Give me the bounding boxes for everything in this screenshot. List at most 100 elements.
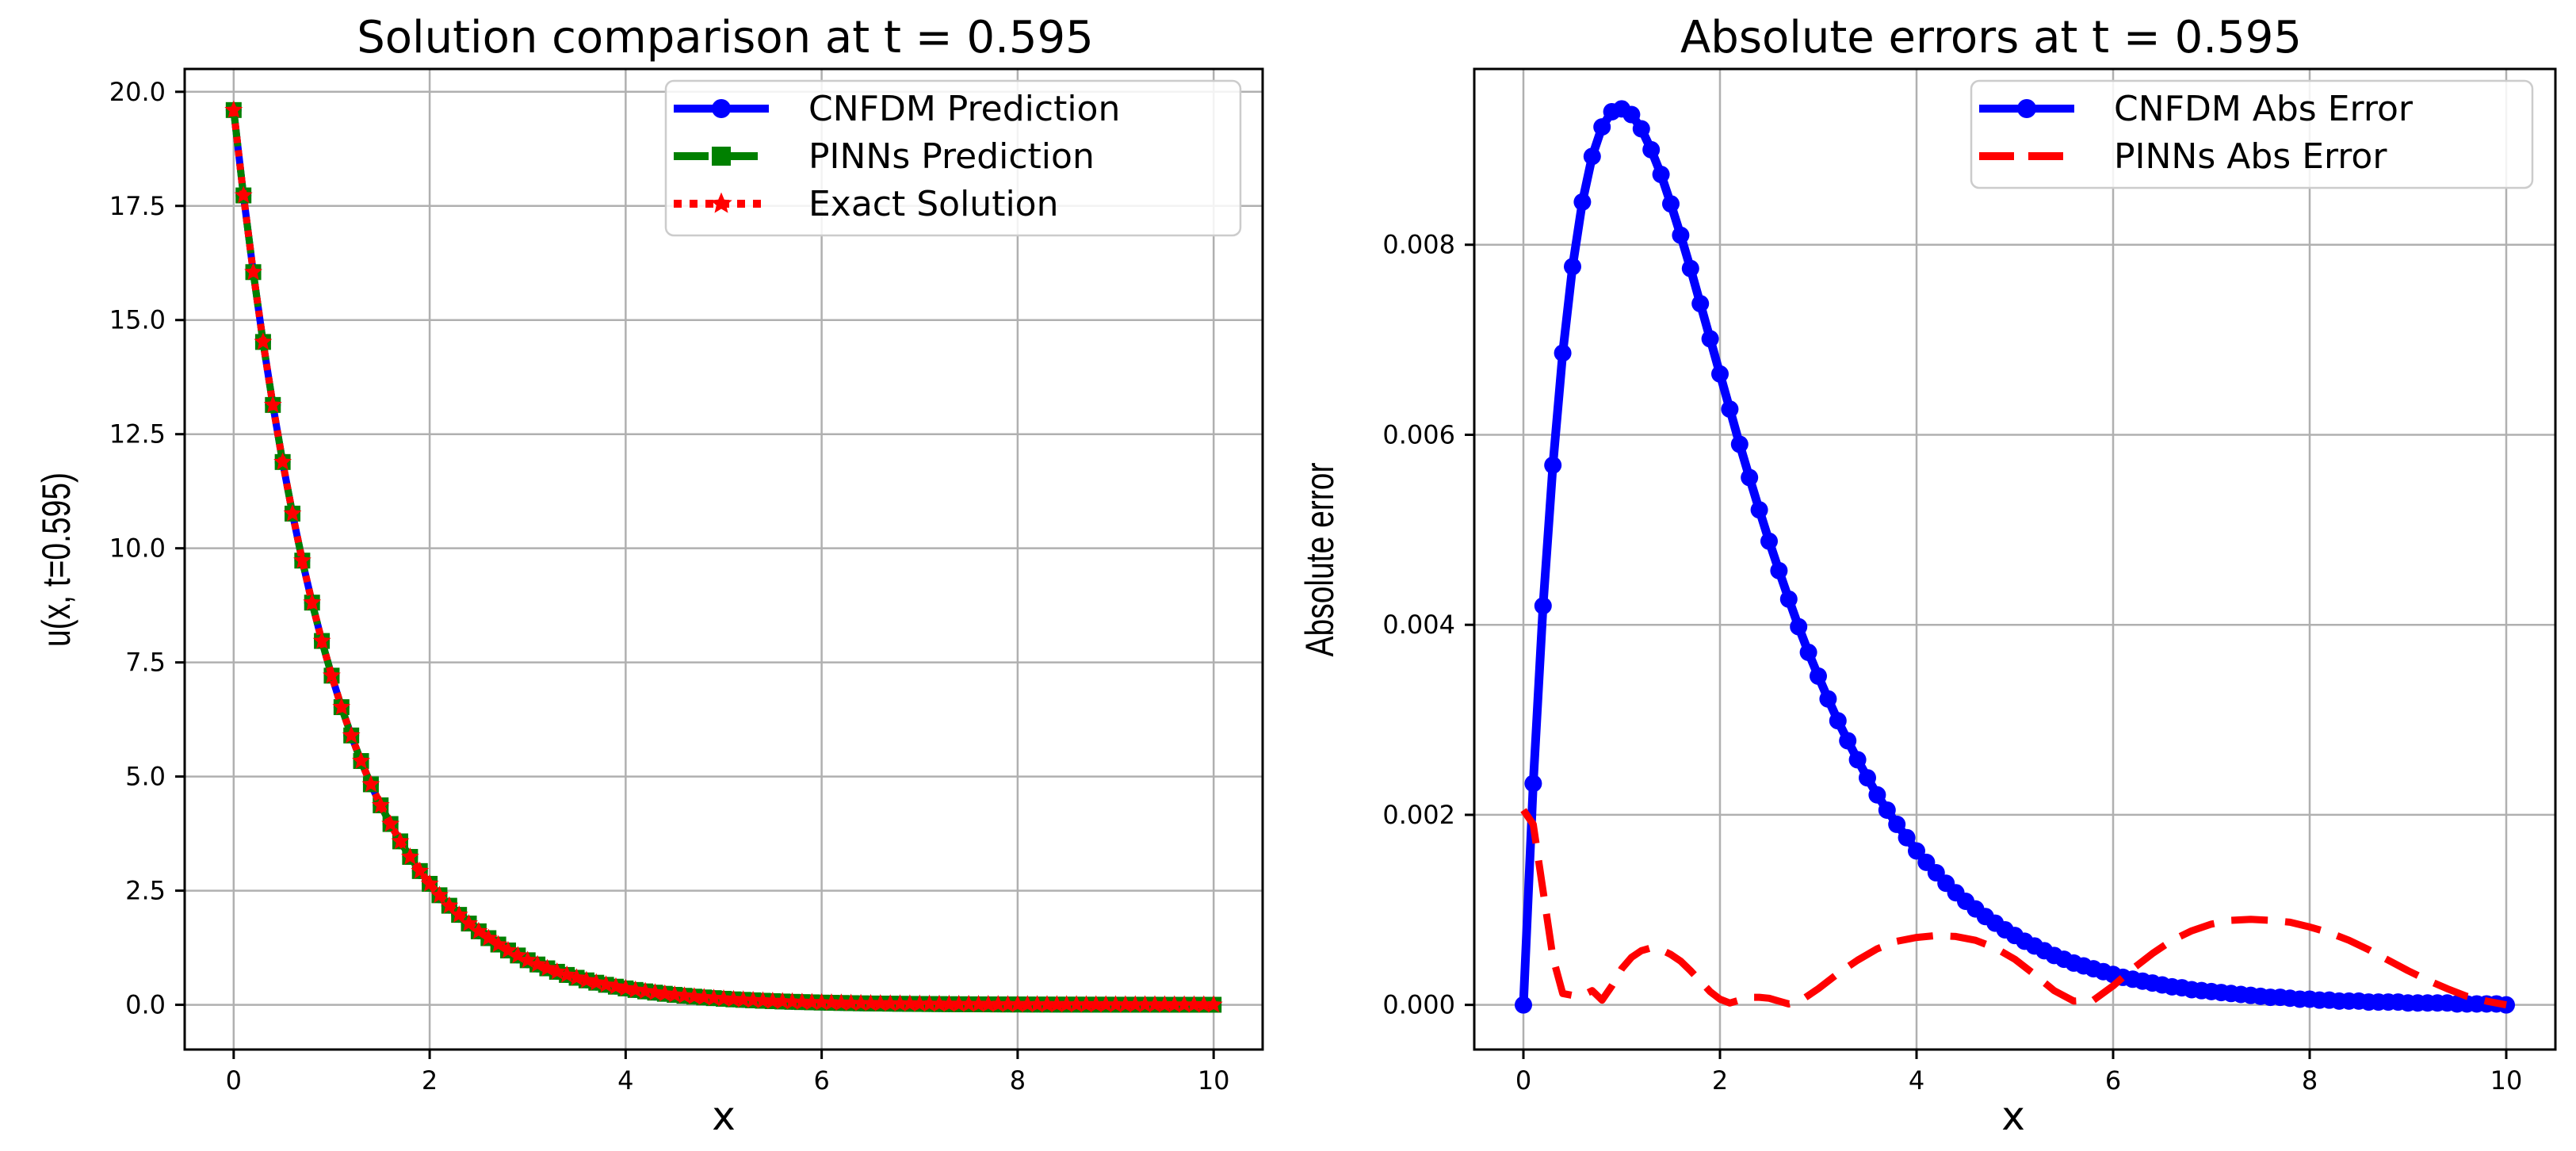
x-tick-label: 6 [813,1065,829,1096]
data-point [1741,468,1759,487]
data-point [283,503,302,522]
data-point [1087,995,1106,1013]
data-point [391,832,410,850]
data-point [430,885,449,904]
data-point [1750,501,1768,519]
data-point [851,993,870,1011]
data-point [381,814,399,832]
data-point [352,751,370,769]
data-point [1848,751,1867,769]
right-ticks: 0 2 4 6 8 10 0.000 0.002 0.004 0.006 0.008 [1382,230,2522,1096]
data-point [1622,105,1641,124]
right-series [1515,100,2515,1014]
data-point [1136,995,1154,1013]
y-tick-label: 20.0 [109,77,166,107]
left-y-axis-label: u(x, t=0.595) [33,472,78,647]
data-point [920,994,938,1012]
data-point [1839,732,1857,750]
data-point [754,991,772,1009]
x-tick-label: 0 [1515,1065,1531,1096]
data-point [1204,995,1223,1013]
legend-marker-swatch [712,147,731,166]
data-point [802,992,821,1011]
data-point [460,914,478,931]
y-tick-label: 7.5 [125,648,166,678]
data-point [1730,435,1749,453]
right-x-axis-label: x [2001,1093,2025,1139]
legend-entry: PINNs Abs Error [1979,136,2387,177]
data-point [1156,995,1174,1013]
left-legend-box [664,79,1242,237]
y-tick-label: 12.5 [109,419,166,449]
legend-entry: CNFDM Abs Error [1979,89,2414,129]
data-point [714,989,733,1007]
data-point [988,995,1007,1012]
data-point [1534,597,1552,615]
y-tick-label: 0.006 [1382,419,1455,449]
data-point [822,993,841,1011]
data-point [312,631,331,649]
data-point [812,992,831,1011]
data-point [411,861,430,879]
data-point [1790,618,1808,636]
x-tick-label: 2 [422,1065,438,1096]
x-tick-label: 2 [1712,1065,1728,1096]
series-exact-solution [224,100,1223,1013]
data-point [950,994,969,1012]
data-point [587,973,606,991]
data-point [1515,996,1532,1014]
data-point [1681,259,1699,277]
data-point [342,725,361,744]
x-tick-label: 0 [226,1065,242,1096]
data-point [1898,828,1916,847]
data-point [1760,532,1778,550]
data-point [449,905,468,923]
legend-entry: PINNs Prediction [674,136,1095,177]
legend-label: PINNs Abs Error [2114,136,2387,177]
data-point [1810,667,1827,685]
right-legend-entries: CNFDM Abs Error PINNs Abs Error [1979,89,2414,177]
data-point [303,593,322,610]
right-gridlines [1474,69,2555,1050]
data-point [1524,774,1542,793]
data-point [1126,995,1145,1013]
data-point [862,993,880,1011]
data-point [597,975,615,992]
left-x-axis-label: x [712,1093,736,1139]
data-point [1878,801,1896,819]
data-point [1888,815,1906,833]
data-point [1819,690,1837,708]
data-point [1632,120,1650,138]
data-point [1028,995,1046,1012]
data-point [1711,365,1729,383]
x-tick-label: 10 [1198,1065,1230,1096]
data-point [557,965,576,983]
data-point [371,795,390,813]
y-tick-label: 15.0 [109,305,166,335]
data-point [636,981,655,1000]
y-tick-label: 5.0 [125,762,166,792]
data-point [1662,195,1680,213]
data-point [999,995,1017,1012]
solution-comparison-panel: Solution comparison at t = 0.595 0 2 4 6 8 10… [33,12,1264,1139]
data-point [617,978,635,996]
data-point [743,990,762,1008]
data-point [930,994,949,1012]
data-point [959,994,978,1012]
data-point [626,980,645,998]
right-chart-title: Absolute errors at t = 0.595 [1680,12,2302,63]
data-point [793,992,812,1010]
data-point [773,992,792,1010]
y-tick-label: 0.004 [1382,610,1455,640]
data-point [1116,995,1135,1013]
legend-label: Exact Solution [808,184,1058,224]
data-point [1554,344,1572,362]
x-tick-label: 8 [2302,1065,2318,1096]
x-tick-label: 6 [2105,1065,2121,1096]
data-point [401,847,419,865]
data-point [1779,590,1798,608]
data-point [871,994,890,1011]
left-legend-entries: CNFDM Prediction PINNs Prediction Exact So… [674,89,1120,224]
data-point [1096,995,1115,1013]
data-point [568,968,586,986]
